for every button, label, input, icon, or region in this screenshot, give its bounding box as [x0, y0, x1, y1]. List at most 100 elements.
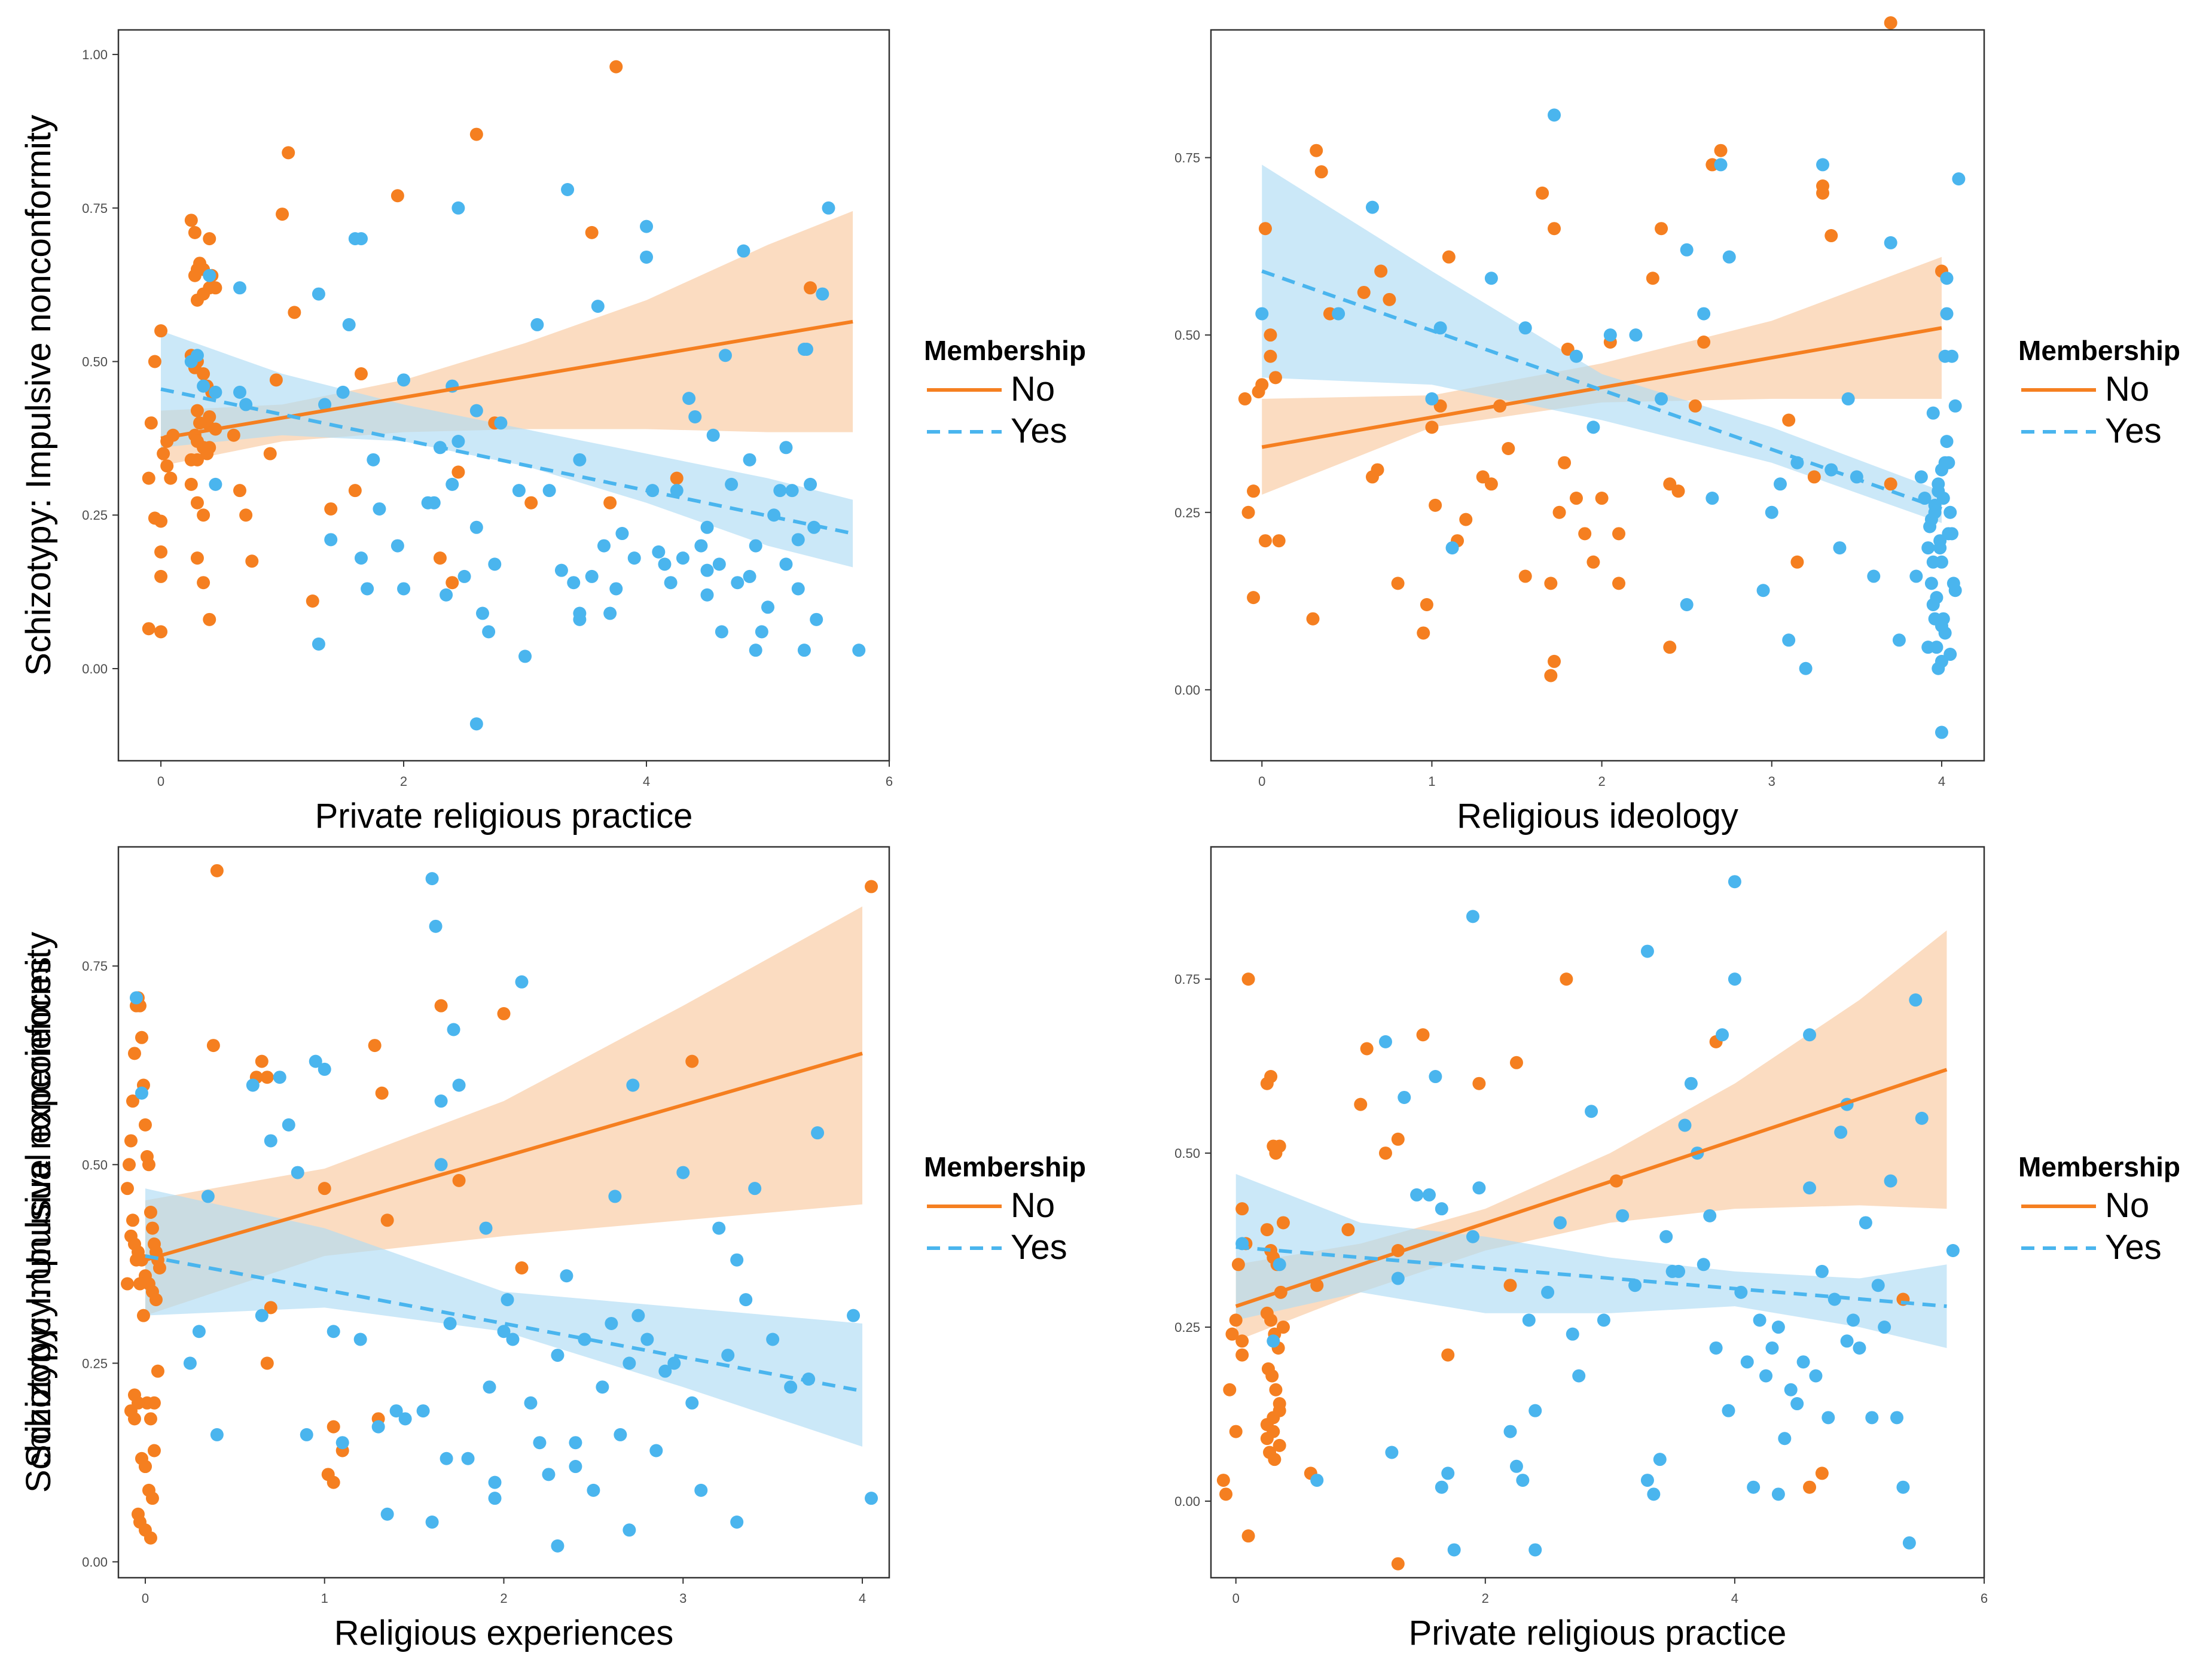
point-no	[354, 367, 368, 381]
point-yes	[1853, 1341, 1866, 1355]
point-yes	[615, 527, 629, 541]
point-yes	[1815, 1264, 1829, 1278]
y-tick-label: 0.00	[82, 1554, 108, 1569]
point-no	[1235, 1202, 1249, 1216]
point-no	[1552, 505, 1566, 519]
point-no	[160, 459, 174, 473]
point-no	[1824, 229, 1838, 243]
point-yes	[739, 1293, 753, 1307]
point-yes	[1765, 1341, 1779, 1355]
point-no	[515, 1261, 529, 1274]
point-yes	[811, 1126, 825, 1140]
point-yes	[1926, 555, 1940, 569]
point-no	[210, 864, 224, 877]
point-yes	[494, 416, 508, 430]
point-yes	[1267, 1334, 1280, 1348]
point-yes	[627, 551, 641, 565]
point-yes	[380, 1507, 394, 1521]
point-yes	[1890, 1411, 1904, 1425]
panel-frame	[1210, 846, 1985, 1579]
point-no	[129, 1253, 143, 1267]
point-no	[127, 1047, 141, 1060]
panel-frame	[117, 29, 890, 762]
point-yes	[209, 477, 222, 491]
point-no	[865, 880, 878, 894]
ci-band-yes	[145, 1188, 863, 1447]
point-yes	[1871, 1279, 1885, 1292]
point-no	[327, 1420, 340, 1434]
point-yes	[1569, 349, 1583, 363]
point-yes	[515, 975, 529, 989]
y-tick-label: 0.25	[1174, 505, 1200, 520]
point-no	[1229, 1313, 1243, 1327]
point-yes	[1585, 1105, 1598, 1118]
point-yes	[1940, 272, 1954, 285]
point-yes	[335, 1436, 349, 1450]
point-no	[1264, 328, 1277, 342]
point-yes	[1603, 328, 1617, 342]
point-yes	[807, 520, 821, 534]
point-no	[288, 306, 301, 319]
point-no	[368, 1039, 382, 1053]
x-tick-label: 4	[1938, 774, 1945, 789]
point-yes	[1722, 250, 1736, 264]
point-yes	[1847, 1313, 1860, 1327]
point-yes	[1952, 172, 1966, 186]
point-no	[203, 232, 216, 246]
point-no	[1518, 569, 1532, 583]
point-no	[1391, 1557, 1405, 1571]
point-yes	[785, 484, 799, 498]
point-yes	[779, 441, 793, 455]
y-axis-title: Schizotypy: Impulsive nonconformity	[19, 932, 58, 1493]
point-no	[1306, 612, 1320, 626]
point-yes	[342, 318, 356, 331]
point-yes	[1948, 584, 1962, 597]
x-tick-label: 3	[1768, 774, 1775, 789]
point-yes	[1909, 993, 1923, 1007]
point-yes	[282, 1118, 295, 1132]
point-no	[1276, 1321, 1290, 1334]
point-no	[1264, 1313, 1278, 1327]
point-no	[1273, 1438, 1286, 1452]
point-yes	[1759, 1369, 1773, 1383]
point-no	[1258, 534, 1272, 548]
point-yes	[1859, 1216, 1872, 1230]
point-yes	[512, 484, 526, 498]
point-no	[264, 1301, 277, 1315]
point-no	[1548, 654, 1561, 668]
point-yes	[1841, 392, 1855, 405]
point-yes	[501, 1293, 514, 1307]
point-yes	[457, 569, 471, 583]
point-yes	[233, 385, 246, 399]
point-yes	[1705, 492, 1719, 505]
point-no	[142, 1158, 155, 1172]
point-no	[203, 612, 216, 626]
point-yes	[210, 1428, 224, 1441]
point-no	[126, 1213, 139, 1227]
point-yes	[608, 1190, 622, 1203]
point-yes	[371, 1420, 385, 1434]
point-yes	[603, 606, 617, 620]
point-yes	[197, 379, 210, 393]
point-yes	[1548, 108, 1561, 122]
fit-line-yes	[1261, 269, 1942, 511]
point-yes	[1435, 1480, 1448, 1494]
point-yes	[1773, 477, 1787, 491]
point-yes	[569, 1436, 582, 1450]
point-yes	[1425, 392, 1439, 405]
point-yes	[1930, 591, 1943, 605]
point-no	[1459, 513, 1473, 526]
point-yes	[1422, 1188, 1436, 1202]
point-no	[1391, 577, 1405, 590]
point-yes	[291, 1166, 304, 1179]
point-yes	[1747, 1480, 1761, 1494]
point-yes	[354, 551, 368, 565]
fit-line-yes	[1235, 1245, 1947, 1309]
point-no	[124, 1134, 138, 1148]
point-no	[1714, 144, 1728, 157]
point-yes	[1938, 626, 1952, 640]
y-axis-title: Schizotypy: Unusual experiences	[19, 957, 58, 1468]
point-yes	[475, 606, 489, 620]
panel-frame	[1210, 29, 1985, 762]
